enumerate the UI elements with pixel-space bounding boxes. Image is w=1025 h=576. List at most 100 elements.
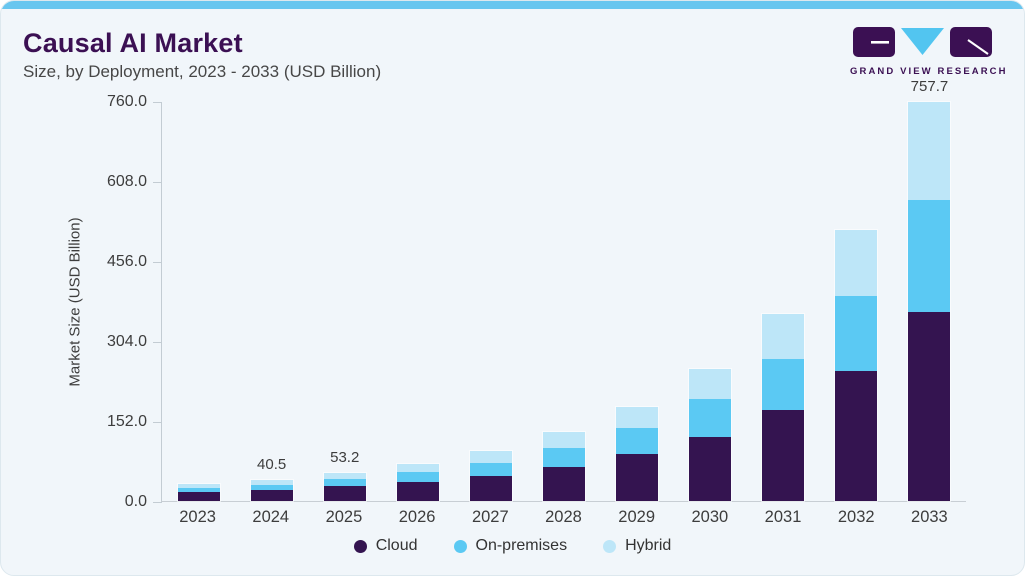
legend-label-cloud: Cloud (375, 537, 418, 554)
bar-segment-hybrid-2026 (396, 464, 439, 473)
stacked-bar-2033 (907, 101, 952, 502)
bar-segment-on-premises-2030 (689, 399, 732, 438)
bar-column-2032 (820, 102, 893, 502)
bar-segment-cloud-2033 (908, 312, 951, 501)
chart: 40.5 53.2 757.7 760.0 608.0 456.0 304.0 152.0 0… (107, 78, 966, 510)
bar-column-2033: 757.7 (893, 78, 966, 502)
y-tick-mark (153, 181, 162, 183)
logo-v-triangle (901, 28, 944, 55)
bar-segment-cloud-2031 (762, 409, 805, 501)
x-axis-label-2023: 2023 (179, 508, 216, 526)
y-tick-label: 456.0 (106, 253, 147, 270)
y-tick-mark (153, 341, 162, 343)
bar-segment-hybrid-2027 (469, 451, 512, 463)
x-axis-label-2026: 2026 (398, 508, 436, 526)
stacked-bar-2027 (468, 450, 513, 502)
x-axis-label-2027: 2027 (471, 508, 509, 526)
y-tick-mark (153, 101, 162, 103)
x-axis-label-2032: 2032 (837, 508, 875, 526)
bar-segment-on-premises-2025 (323, 479, 366, 487)
legend-dot-on-premises (453, 539, 467, 553)
legend-dot-cloud (353, 539, 367, 553)
bar-column-2031 (747, 102, 820, 502)
y-tick-label: 0.0 (124, 493, 147, 510)
legend-label-hybrid: Hybrid (625, 537, 672, 554)
x-axis-label-2030: 2030 (691, 508, 729, 526)
bar-segment-cloud-2032 (835, 371, 878, 501)
bar-segment-hybrid-2023 (177, 484, 220, 488)
bar-segment-hybrid-2033 (908, 102, 951, 200)
bar-segment-on-premises-2029 (616, 428, 659, 455)
y-tick: 0.0 (125, 493, 162, 511)
bar-value-label-2033: 757.7 (910, 78, 949, 96)
legend-item-hybrid: Hybrid (603, 537, 671, 555)
bar-segment-cloud-2027 (469, 475, 512, 501)
plot-area: 40.5 53.2 757.7 (162, 78, 966, 503)
gvr-logo-marks (853, 27, 992, 57)
bar-segment-hybrid-2032 (835, 230, 878, 296)
y-tick-mark (153, 261, 162, 263)
x-axis-label-2033: 2033 (911, 508, 948, 526)
bar-column-2025: 53.2 (308, 102, 381, 502)
x-axis-label-2028: 2028 (545, 508, 582, 526)
bar-segment-hybrid-2024 (250, 479, 293, 485)
bar-value-label-2024: 40.5 (257, 455, 287, 473)
legend-label-on-premises: On-premises (475, 537, 568, 554)
stacked-bar-2025 (322, 472, 367, 502)
y-tick: 608.0 (107, 173, 162, 191)
bar-column-2026 (381, 102, 454, 502)
bar-segment-on-premises-2027 (469, 462, 512, 476)
bar-column-2030 (674, 102, 747, 502)
bar-segment-hybrid-2030 (689, 369, 732, 400)
bar-segment-hybrid-2029 (616, 407, 659, 429)
y-tick-mark (153, 501, 162, 503)
stacked-bar-2028 (541, 431, 586, 502)
y-tick: 456.0 (107, 253, 162, 271)
legend-dot-hybrid (603, 539, 617, 553)
bar-segment-hybrid-2031 (762, 314, 805, 360)
bar-segment-on-premises-2026 (396, 472, 439, 482)
stacked-bar-2029 (615, 406, 660, 502)
y-tick-label: 760.0 (106, 93, 147, 110)
stacked-bar-2024 (249, 478, 294, 503)
bar-column-2028 (527, 102, 600, 502)
stacked-bar-2026 (395, 463, 440, 502)
page-subtitle: Size, by Deployment, 2023 - 2033 (USD Bi… (23, 62, 382, 81)
stacked-bar-2031 (761, 313, 806, 502)
bar-segment-cloud-2025 (323, 486, 366, 501)
bar-column-2024: 40.5 (235, 102, 308, 503)
page-title: Causal AI Market (23, 28, 243, 58)
y-axis-title: Market Size (USD Billion) (66, 217, 84, 387)
x-axis-label-2024: 2024 (252, 508, 290, 526)
stacked-bar-2023 (176, 483, 221, 502)
logo-wordmark: GRAND VIEW RESEARCH (850, 66, 1008, 77)
y-tick-mark (153, 421, 162, 423)
bar-segment-hybrid-2025 (323, 473, 366, 480)
bar-column-2029 (601, 102, 674, 502)
y-tick: 760.0 (107, 93, 162, 111)
stacked-bar-2030 (688, 368, 733, 502)
top-accent-bar (1, 1, 1024, 9)
y-tick: 152.0 (107, 413, 162, 431)
bar-column-2027 (454, 102, 527, 502)
legend-item-cloud: Cloud (353, 537, 418, 555)
bar-segment-on-premises-2024 (250, 484, 293, 491)
x-axis-labels: 2023 2024 2025 2026 2027 2028 2029 2030 2031 2032… (161, 508, 966, 530)
y-tick-label: 304.0 (106, 333, 147, 350)
bar-segment-on-premises-2028 (542, 448, 585, 467)
x-axis-label-2025: 2025 (325, 508, 363, 526)
legend-item-on-premises: On-premises (453, 537, 568, 555)
bar-segment-on-premises-2031 (762, 359, 805, 410)
y-tick-label: 608.0 (106, 173, 147, 190)
bar-value-label-2025: 53.2 (330, 449, 360, 466)
bar-segment-hybrid-2028 (542, 432, 585, 449)
legend: Cloud On-premises Hybrid (1, 537, 1024, 555)
bar-segment-cloud-2030 (689, 437, 732, 501)
bar-segment-cloud-2024 (250, 490, 293, 501)
bar-segment-on-premises-2032 (835, 295, 878, 372)
y-tick-label: 152.0 (106, 413, 147, 430)
bar-column-2023 (162, 102, 235, 502)
bar-segment-cloud-2028 (542, 466, 585, 501)
bar-segment-cloud-2029 (616, 454, 659, 501)
